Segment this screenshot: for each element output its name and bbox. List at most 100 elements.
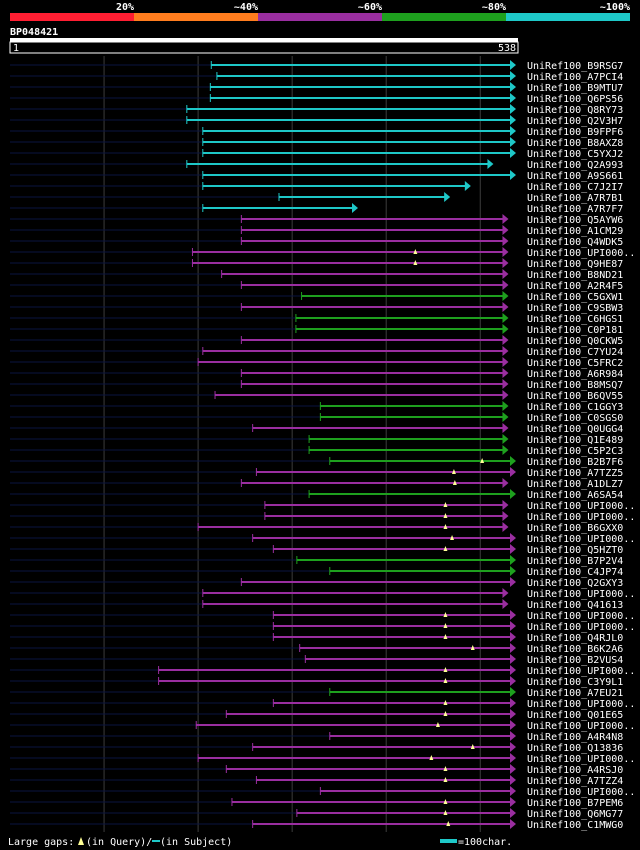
hit-label[interactable]: UniRef100_UPI000.. (527, 512, 635, 523)
hit-label[interactable]: UniRef100_UPI000.. (527, 787, 635, 798)
hit-label[interactable]: UniRef100_Q9HE87 (527, 259, 623, 270)
hit-row[interactable]: UniRef100_C5FRC2 (10, 357, 623, 369)
hit-label[interactable]: UniRef100_A6R984 (527, 369, 623, 380)
hit-label[interactable]: UniRef100_C3Y9L1 (527, 677, 623, 688)
hit-row[interactable]: UniRef100_B8MSQ7 (10, 379, 623, 391)
hit-row[interactable]: UniRef100_UPI000.. (10, 720, 635, 732)
hit-row[interactable]: UniRef100_B2B7F6 (10, 456, 623, 468)
hit-label[interactable]: UniRef100_C5P2C3 (527, 446, 623, 457)
hit-label[interactable]: UniRef100_UPI000.. (527, 534, 635, 545)
hit-label[interactable]: UniRef100_A7EU21 (527, 688, 623, 699)
hit-row[interactable]: UniRef100_C9SBW3 (10, 302, 623, 314)
hit-row[interactable]: UniRef100_UPI000.. (10, 511, 635, 523)
hit-row[interactable]: UniRef100_A1DLZ7 (10, 478, 623, 490)
hit-label[interactable]: UniRef100_B8ND21 (527, 270, 623, 281)
hit-row[interactable]: UniRef100_C7YU24 (10, 346, 623, 358)
hit-row[interactable]: UniRef100_A7PCI4 (10, 71, 623, 83)
hit-label[interactable]: UniRef100_B8AXZ8 (527, 138, 623, 149)
hit-label[interactable]: UniRef100_A4RSJ0 (527, 765, 623, 776)
hit-row[interactable]: UniRef100_B6QV55 (10, 390, 623, 402)
hit-row[interactable]: UniRef100_B9MTU7 (10, 82, 623, 94)
hit-label[interactable]: UniRef100_C7J2I7 (527, 182, 623, 193)
hit-label[interactable]: UniRef100_Q41613 (527, 600, 623, 611)
hit-row[interactable]: UniRef100_UPI000.. (10, 698, 635, 710)
hit-row[interactable]: UniRef100_Q41613 (10, 599, 623, 611)
hit-row[interactable]: UniRef100_Q5AYW6 (10, 214, 623, 226)
hit-row[interactable]: UniRef100_B8ND21 (10, 269, 623, 281)
hit-row[interactable]: UniRef100_UPI000.. (10, 621, 635, 633)
hit-label[interactable]: UniRef100_A1DLZ7 (527, 479, 623, 490)
hit-label[interactable]: UniRef100_B9MTU7 (527, 83, 623, 94)
hit-row[interactable]: UniRef100_Q4RJL0 (10, 632, 623, 644)
hit-row[interactable]: UniRef100_A4RSJ0 (10, 764, 623, 776)
hit-row[interactable]: UniRef100_A7EU21 (10, 687, 623, 699)
hit-label[interactable]: UniRef100_C5FRC2 (527, 358, 623, 369)
hit-row[interactable]: UniRef100_B6GXX0 (10, 522, 623, 534)
hit-label[interactable]: UniRef100_A7PCI4 (527, 72, 623, 83)
hit-row[interactable]: UniRef100_Q01E65 (10, 709, 623, 721)
hit-label[interactable]: UniRef100_B8MSQ7 (527, 380, 623, 391)
hit-label[interactable]: UniRef100_C5YXJ2 (527, 149, 623, 160)
hit-label[interactable]: UniRef100_UPI000.. (527, 589, 635, 600)
hit-row[interactable]: UniRef100_Q5HZT0 (10, 544, 623, 556)
hit-label[interactable]: UniRef100_Q1E489 (527, 435, 623, 446)
hit-label[interactable]: UniRef100_Q5HZT0 (527, 545, 623, 556)
hit-label[interactable]: UniRef100_B2VUS4 (527, 655, 623, 666)
hit-label[interactable]: UniRef100_Q2V3H7 (527, 116, 623, 127)
hit-row[interactable]: UniRef100_A7R7B1 (10, 192, 623, 204)
hit-row[interactable]: UniRef100_C1MWG0 (10, 819, 623, 831)
hit-label[interactable]: UniRef100_Q5AYW6 (527, 215, 623, 226)
hit-row[interactable]: UniRef100_Q0CKW5 (10, 335, 623, 347)
hit-label[interactable]: UniRef100_A9S661 (527, 171, 623, 182)
hit-label[interactable]: UniRef100_A7R7F7 (527, 204, 623, 215)
hit-label[interactable]: UniRef100_B6K2A6 (527, 644, 623, 655)
hit-label[interactable]: UniRef100_B9RSG7 (527, 61, 623, 72)
hit-row[interactable]: UniRef100_Q2GXY3 (10, 577, 623, 589)
hit-row[interactable]: UniRef100_A7TZZ5 (10, 467, 623, 479)
hit-row[interactable]: UniRef100_C1GGY3 (10, 401, 623, 413)
hit-row[interactable]: UniRef100_UPI000.. (10, 753, 635, 765)
hit-row[interactable]: UniRef100_B2VUS4 (10, 654, 623, 666)
hit-row[interactable]: UniRef100_C0P181 (10, 324, 623, 336)
hit-label[interactable]: UniRef100_C1GGY3 (527, 402, 623, 413)
hit-label[interactable]: UniRef100_Q01E65 (527, 710, 623, 721)
hit-row[interactable]: UniRef100_Q2V3H7 (10, 115, 623, 127)
hit-row[interactable]: UniRef100_UPI000.. (10, 500, 635, 512)
hit-label[interactable]: UniRef100_B7P2V4 (527, 556, 623, 567)
hit-label[interactable]: UniRef100_B7PEM6 (527, 798, 623, 809)
hit-row[interactable]: UniRef100_UPI000.. (10, 786, 635, 798)
hit-label[interactable]: UniRef100_Q6PS56 (527, 94, 623, 105)
hit-row[interactable]: UniRef100_Q8RY73 (10, 104, 623, 116)
hit-row[interactable]: UniRef100_Q1E489 (10, 434, 623, 446)
hit-row[interactable]: UniRef100_C7J2I7 (10, 181, 623, 193)
hit-row[interactable]: UniRef100_UPI000.. (10, 665, 635, 677)
hit-row[interactable]: UniRef100_C5GXW1 (10, 291, 623, 303)
hit-row[interactable]: UniRef100_A6R984 (10, 368, 623, 380)
hit-label[interactable]: UniRef100_A1CM29 (527, 226, 623, 237)
hit-row[interactable]: UniRef100_Q6PS56 (10, 93, 623, 105)
hit-row[interactable]: UniRef100_B7PEM6 (10, 797, 623, 809)
hit-label[interactable]: UniRef100_C6HGS1 (527, 314, 623, 325)
hit-row[interactable]: UniRef100_B7P2V4 (10, 555, 623, 567)
hit-row[interactable]: UniRef100_A7TZZ4 (10, 775, 623, 787)
hit-row[interactable]: UniRef100_UPI000.. (10, 610, 635, 622)
hit-row[interactable]: UniRef100_Q0UGG4 (10, 423, 623, 435)
hit-label[interactable]: UniRef100_A7TZZ5 (527, 468, 623, 479)
hit-row[interactable]: UniRef100_C5YXJ2 (10, 148, 623, 160)
hit-label[interactable]: UniRef100_UPI000.. (527, 501, 635, 512)
hit-label[interactable]: UniRef100_UPI000.. (527, 622, 635, 633)
hit-label[interactable]: UniRef100_UPI000.. (527, 611, 635, 622)
hit-label[interactable]: UniRef100_UPI000.. (527, 699, 635, 710)
hit-label[interactable]: UniRef100_B6QV55 (527, 391, 623, 402)
hit-label[interactable]: UniRef100_Q0CKW5 (527, 336, 623, 347)
hit-label[interactable]: UniRef100_A4R4N8 (527, 732, 623, 743)
hit-label[interactable]: UniRef100_UPI000.. (527, 666, 635, 677)
hit-label[interactable]: UniRef100_B2B7F6 (527, 457, 623, 468)
hit-row[interactable]: UniRef100_Q4WDK5 (10, 236, 623, 248)
hit-label[interactable]: UniRef100_Q2GXY3 (527, 578, 623, 589)
hit-row[interactable]: UniRef100_UPI000.. (10, 588, 635, 600)
hit-row[interactable]: UniRef100_C4JP74 (10, 566, 623, 578)
hit-label[interactable]: UniRef100_A7TZZ4 (527, 776, 623, 787)
hit-row[interactable]: UniRef100_B8AXZ8 (10, 137, 623, 149)
hit-row[interactable]: UniRef100_Q13836 (10, 742, 623, 754)
